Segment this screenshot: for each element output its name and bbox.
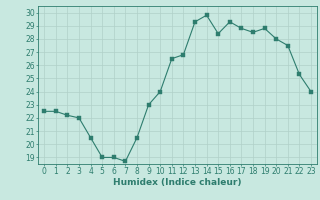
X-axis label: Humidex (Indice chaleur): Humidex (Indice chaleur) (113, 178, 242, 187)
